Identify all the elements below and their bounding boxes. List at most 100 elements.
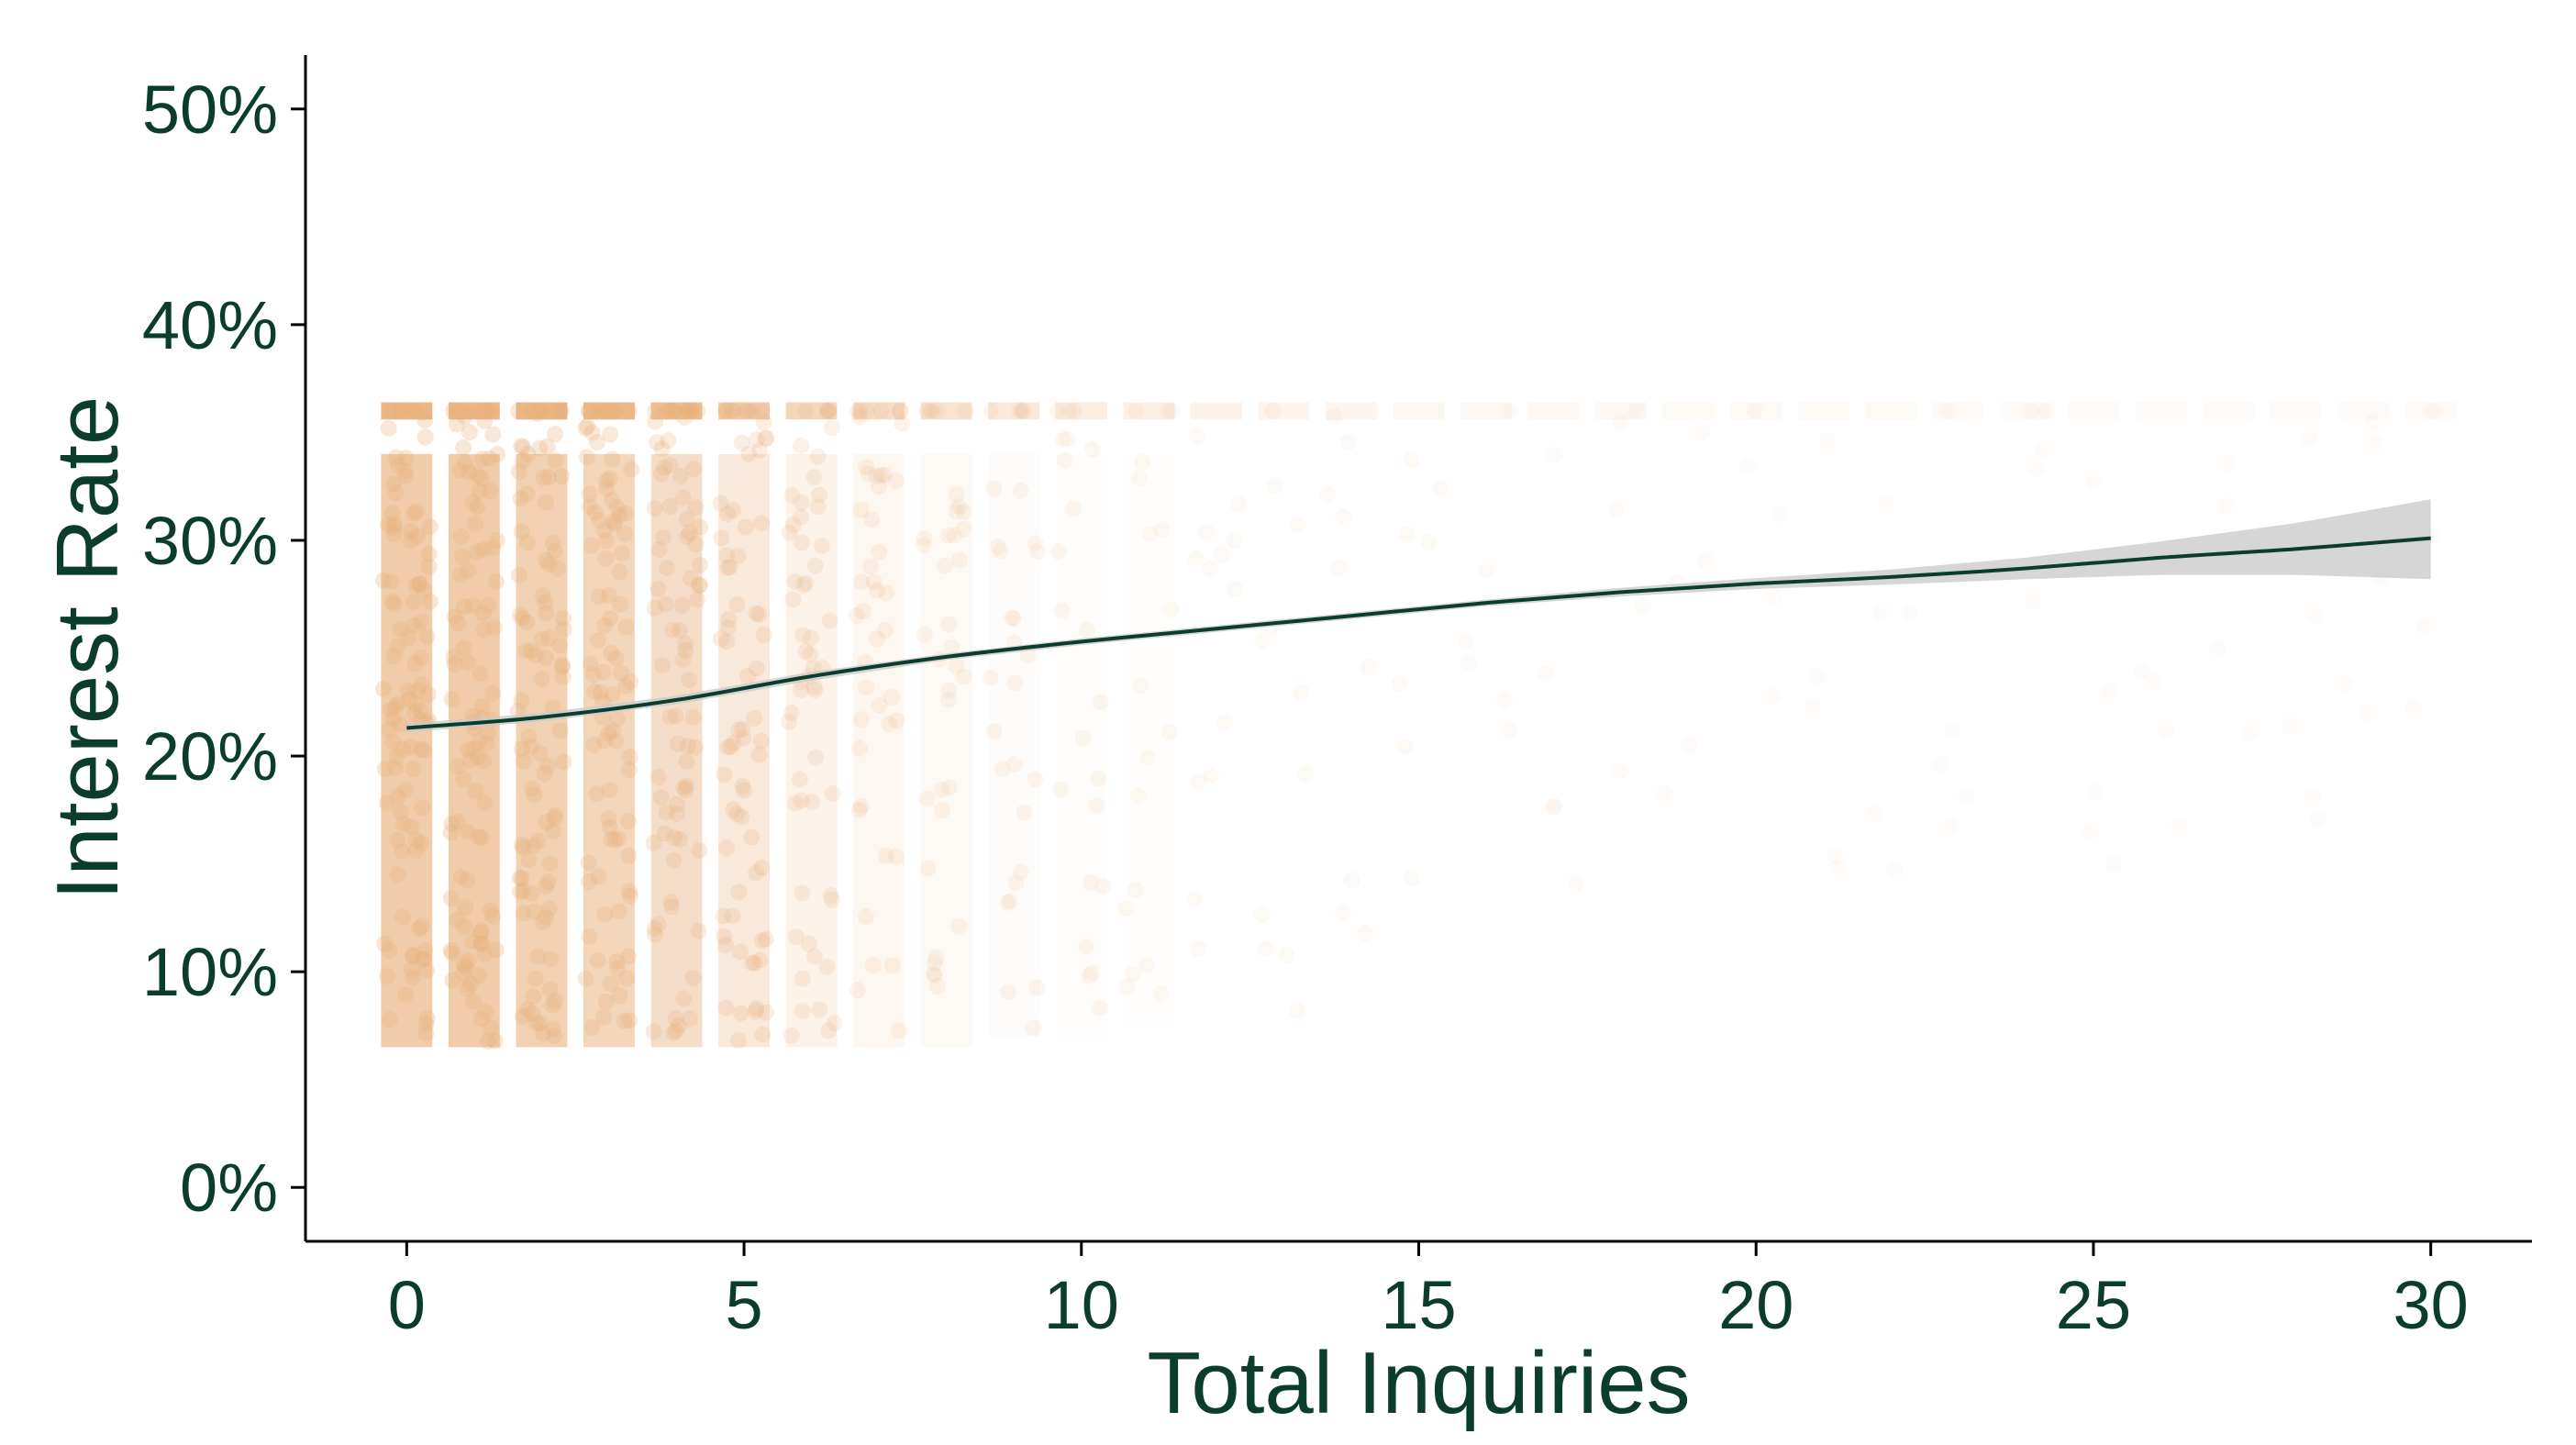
data-point — [2024, 593, 2041, 609]
cap-point-cluster — [1393, 402, 1445, 420]
data-point — [813, 537, 830, 554]
data-point — [748, 1000, 765, 1017]
data-point — [1092, 694, 1109, 711]
cap-point-cluster — [2135, 402, 2187, 420]
data-point — [677, 782, 694, 799]
data-point — [1226, 532, 1243, 550]
data-point — [850, 739, 868, 757]
data-point — [1049, 402, 1067, 419]
data-point — [740, 445, 758, 462]
data-point — [660, 432, 677, 450]
data-point — [716, 928, 733, 945]
data-point — [982, 669, 999, 686]
data-point — [809, 448, 827, 465]
data-point — [1138, 749, 1156, 766]
data-point — [718, 547, 736, 564]
data-point — [797, 574, 815, 592]
x-tick-label: 15 — [1381, 1267, 1456, 1343]
data-point — [884, 957, 902, 974]
data-point — [933, 802, 950, 819]
cap-point-cluster — [1865, 402, 1917, 420]
data-point — [864, 957, 882, 974]
data-point — [868, 630, 885, 648]
data-point — [648, 434, 665, 451]
data-point — [1216, 714, 1233, 731]
data-point — [1293, 684, 1310, 701]
data-point — [1943, 720, 1960, 738]
cap-point-cluster — [1190, 402, 1242, 420]
data-point — [757, 930, 774, 948]
data-point — [2158, 721, 2175, 739]
data-point — [894, 415, 911, 432]
data-point — [783, 704, 800, 721]
data-point — [2209, 639, 2226, 656]
data-point — [718, 839, 735, 857]
data-point — [800, 935, 817, 952]
data-point — [657, 595, 674, 613]
data-point — [730, 1032, 747, 1050]
data-point — [724, 907, 741, 925]
data-point — [805, 948, 823, 965]
data-point — [1877, 495, 1894, 513]
point-column-0 — [374, 402, 439, 1048]
data-point — [957, 402, 974, 419]
data-point — [748, 864, 765, 882]
point-column-22 — [1865, 402, 1918, 878]
cap-point-cluster — [516, 402, 568, 420]
data-point — [916, 626, 933, 643]
data-point — [1254, 632, 1271, 650]
scatter-points — [374, 402, 2457, 1050]
data-point — [926, 954, 943, 972]
data-point — [650, 916, 667, 933]
data-point — [1060, 402, 1078, 419]
data-point — [680, 738, 697, 755]
data-point — [849, 402, 866, 419]
data-point — [2425, 402, 2442, 419]
data-point — [690, 922, 707, 939]
data-point — [539, 438, 556, 455]
data-point — [1054, 430, 1071, 448]
point-column-5 — [712, 402, 775, 1050]
data-point — [892, 402, 909, 419]
data-point — [667, 1022, 684, 1039]
data-point — [2034, 442, 2051, 460]
point-column-25 — [2068, 402, 2122, 873]
data-point — [513, 438, 530, 455]
data-point — [820, 1022, 838, 1039]
data-point — [1266, 477, 1283, 495]
cap-point-cluster — [1730, 402, 1782, 420]
data-point — [792, 682, 809, 698]
data-point — [1083, 964, 1101, 982]
data-point — [678, 511, 695, 528]
data-point — [588, 434, 605, 451]
cap-point-cluster — [381, 402, 433, 420]
point-column-13 — [1253, 402, 1315, 1019]
data-point — [2087, 784, 2104, 801]
data-point — [688, 591, 705, 608]
data-point — [2171, 817, 2188, 835]
point-column-3 — [577, 402, 640, 1048]
data-point — [1197, 523, 1215, 540]
data-point — [602, 426, 619, 443]
cap-point-cluster — [1326, 402, 1377, 420]
data-point — [818, 958, 836, 975]
data-point — [658, 804, 675, 821]
data-point — [750, 746, 768, 763]
cap-point-cluster — [853, 402, 905, 420]
data-point — [449, 416, 466, 433]
data-point — [786, 572, 804, 590]
data-point — [753, 932, 771, 950]
data-point — [1056, 451, 1073, 469]
data-point — [1403, 870, 1420, 887]
data-point — [750, 606, 768, 623]
data-point — [1764, 588, 1782, 606]
cap-point-cluster — [988, 402, 1040, 420]
data-point — [728, 806, 746, 823]
x-tick-label: 10 — [1044, 1267, 1119, 1343]
data-point — [685, 461, 703, 478]
data-point — [681, 1010, 698, 1028]
data-point — [787, 928, 805, 946]
data-point — [985, 723, 1003, 740]
data-point — [719, 619, 737, 636]
data-point — [2415, 617, 2433, 635]
